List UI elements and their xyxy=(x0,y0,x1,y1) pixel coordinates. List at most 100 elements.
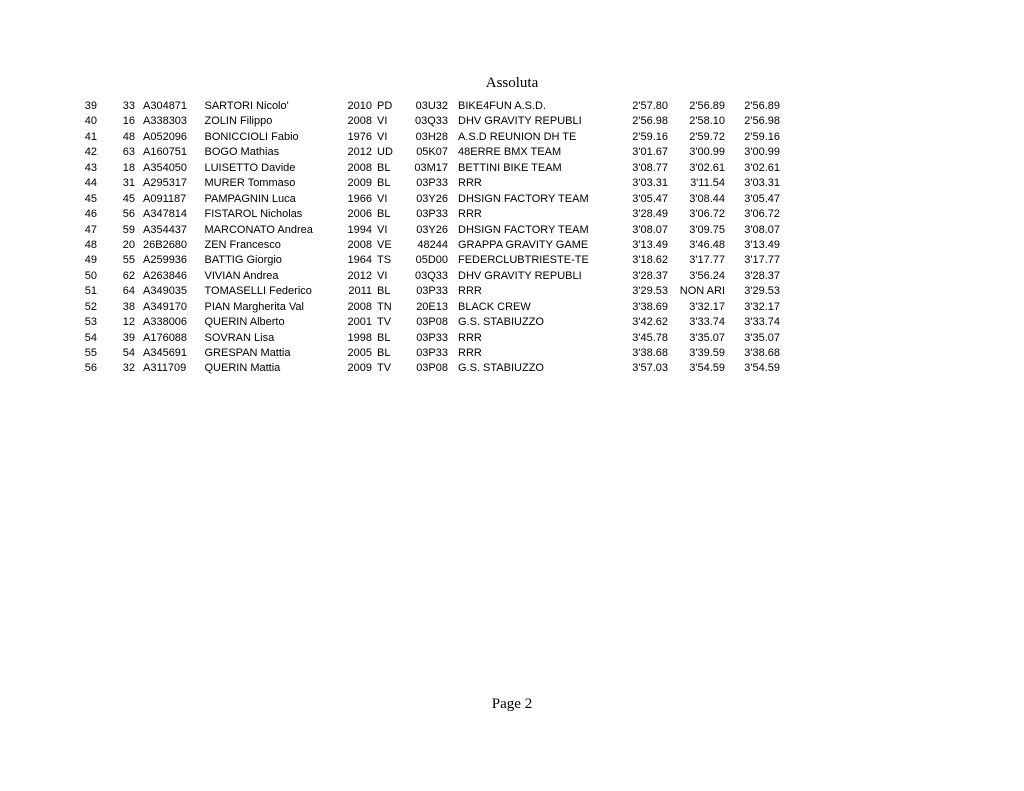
cell-prov: PD xyxy=(377,100,393,112)
cell-bib: 20 xyxy=(122,238,135,251)
cell-name: MARCONATO Andrea xyxy=(204,223,313,236)
cell-name: TOMASELLI Federico xyxy=(204,285,312,298)
cell-bib: 32 xyxy=(122,362,135,375)
cell-code: A349170 xyxy=(143,300,188,313)
cell-best: 3'05.47 xyxy=(744,192,780,205)
cell-bib: 63 xyxy=(122,146,135,159)
cell-name: PIAN Margherita Val xyxy=(204,300,304,313)
cell-pos: 42 xyxy=(84,146,97,159)
cell-team_code: 03P08 xyxy=(416,316,448,329)
result-row: 41 48 A052096 BONICCIOLI Fabio 1976 VI 03H28 A.… xyxy=(80,130,782,145)
cell-run1: 3'03.31 xyxy=(632,177,668,190)
cell-bib: 48 xyxy=(122,130,135,143)
cell-team: BETTINI BIKE TEAM xyxy=(458,161,562,174)
result-row: 52 38 A349170 PIAN Margherita Val 2008 TN 20E1… xyxy=(80,300,782,315)
cell-team: FEDERCLUBTRIESTE-TE xyxy=(458,254,589,267)
result-row: 56 32 A311709 QUERIN Mattia 2009 TV 03P08 G.S. … xyxy=(80,361,782,376)
cell-run2: 3'33.74 xyxy=(689,316,725,329)
cell-year: 1966 xyxy=(347,192,372,205)
page-title: Assoluta xyxy=(485,75,539,91)
cell-run1: 3'38.68 xyxy=(632,347,668,359)
cell-code: A338303 xyxy=(143,115,188,128)
cell-team: DHSIGN FACTORY TEAM xyxy=(458,223,589,236)
cell-team_code: 03U32 xyxy=(415,100,448,112)
cell-name: GRESPAN Mattia xyxy=(204,347,291,359)
cell-best: 3'02.61 xyxy=(744,161,780,174)
cell-run2: 3'35.07 xyxy=(689,331,725,344)
cell-team_code: 03H28 xyxy=(415,130,448,143)
cell-run1: 3'45.78 xyxy=(632,331,668,344)
cell-code: A091187 xyxy=(143,192,187,205)
cell-pos: 40 xyxy=(84,115,97,128)
cell-bib: 12 xyxy=(122,316,135,329)
cell-name: PAMPAGNIN Luca xyxy=(204,192,296,205)
cell-best: 2'56.98 xyxy=(744,115,780,128)
cell-run2: 3'11.54 xyxy=(690,177,725,190)
cell-code: A295317 xyxy=(143,177,188,190)
cell-run1: 2'57.80 xyxy=(632,100,668,112)
cell-pos: 50 xyxy=(84,269,97,282)
cell-year: 1976 xyxy=(347,130,372,143)
cell-bib: 31 xyxy=(122,177,135,190)
cell-prov: VE xyxy=(377,238,392,251)
cell-prov: BL xyxy=(377,285,391,298)
cell-name: QUERIN Mattia xyxy=(204,362,281,375)
cell-run2: 2'56.89 xyxy=(689,100,725,112)
cell-code: A345691 xyxy=(143,347,188,359)
result-row: 43 18 A354050 LUISETTO Davide 2008 BL 03M17 BET… xyxy=(80,161,782,176)
cell-run2: 2'59.72 xyxy=(689,130,725,143)
cell-run1: 3'38.69 xyxy=(632,300,668,313)
cell-pos: 45 xyxy=(84,192,97,205)
cell-prov: BL xyxy=(377,331,391,344)
cell-year: 2011 xyxy=(348,285,372,298)
cell-team_code: 20E13 xyxy=(416,300,448,313)
cell-best: 3'08.07 xyxy=(744,223,780,236)
cell-prov: BL xyxy=(377,208,391,221)
cell-team: BLACK CREW xyxy=(458,300,531,313)
cell-code: A259936 xyxy=(143,254,188,267)
cell-run1: 3'18.62 xyxy=(632,254,668,267)
cell-run2: 3'08.44 xyxy=(689,192,725,205)
cell-pos: 44 xyxy=(84,177,97,190)
cell-year: 1998 xyxy=(347,331,372,344)
cell-team: 48ERRE BMX TEAM xyxy=(458,146,562,159)
cell-code: A354050 xyxy=(143,161,188,174)
cell-bib: 64 xyxy=(122,285,135,298)
cell-pos: 51 xyxy=(84,285,97,298)
cell-team_code: 03P33 xyxy=(416,208,448,221)
cell-team_code: 05D00 xyxy=(415,254,448,267)
cell-name: BATTIG Giorgio xyxy=(204,254,282,267)
cell-pos: 55 xyxy=(84,347,97,359)
cell-run1: 3'28.37 xyxy=(632,269,668,282)
cell-code: A347814 xyxy=(143,208,188,221)
cell-run1: 3'29.53 xyxy=(632,285,668,298)
cell-team: A.S.D REUNION DH TE xyxy=(458,130,577,143)
cell-run2: 3'54.59 xyxy=(689,362,725,375)
cell-run1: 2'59.16 xyxy=(632,130,668,143)
cell-year: 1964 xyxy=(347,254,372,267)
cell-pos: 47 xyxy=(84,223,97,236)
cell-code: A052096 xyxy=(143,130,188,143)
cell-team_code: 03Q33 xyxy=(414,115,448,128)
cell-prov: BL xyxy=(377,177,391,190)
cell-pos: 39 xyxy=(84,100,97,112)
cell-prov: VI xyxy=(377,115,388,128)
cell-run2: 3'32.17 xyxy=(689,300,725,313)
cell-team_code: 05K07 xyxy=(416,146,448,159)
cell-run2: 3'46.48 xyxy=(689,238,725,251)
cell-best: 3'29.53 xyxy=(744,285,780,298)
cell-pos: 49 xyxy=(84,254,97,267)
cell-name: VIVIAN Andrea xyxy=(204,269,279,282)
cell-prov: VI xyxy=(377,223,388,236)
results-table: 39 33 A304871 SARTORI Nicolo' 2010 PD 03U32 BIK… xyxy=(80,99,782,377)
cell-team_code: 03P33 xyxy=(416,285,448,298)
cell-pos: 52 xyxy=(84,300,97,313)
cell-best: 3'32.17 xyxy=(744,300,780,313)
cell-code: A176088 xyxy=(143,331,188,344)
cell-best: 3'06.72 xyxy=(744,208,780,221)
cell-code: A311709 xyxy=(143,362,187,375)
cell-name: ZEN Francesco xyxy=(204,238,281,251)
result-row: 47 59 A354437 MARCONATO Andrea 1994 VI 03Y26 DH… xyxy=(80,223,782,238)
cell-name: LUISETTO Davide xyxy=(204,161,296,174)
